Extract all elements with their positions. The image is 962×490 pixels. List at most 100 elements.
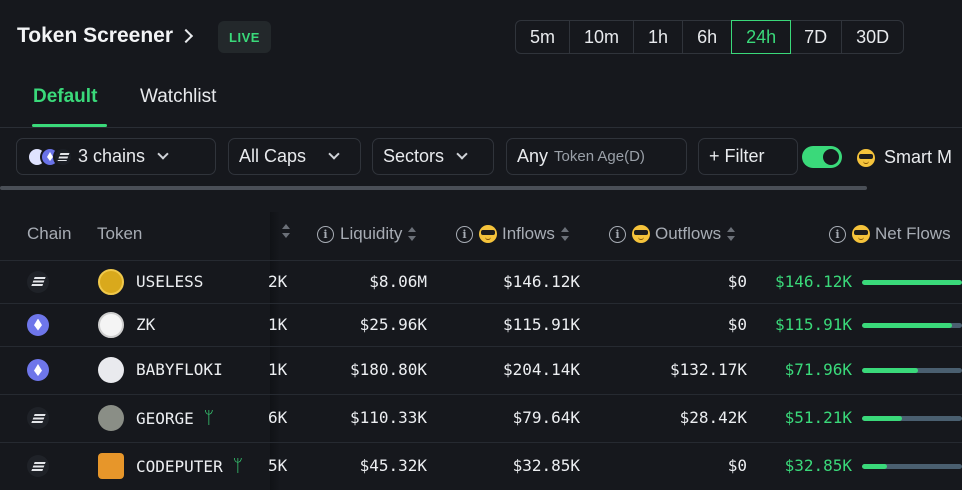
- liquidity-cell: $8.06M: [369, 271, 427, 291]
- smart-money-label: Smart M: [857, 147, 952, 168]
- tab-default[interactable]: Default: [33, 86, 98, 107]
- liquidity-cell: $25.96K: [359, 314, 427, 334]
- truncated-column-cell: 1K: [268, 360, 288, 379]
- column-header-inflows-label: Inflows: [502, 224, 555, 243]
- net-flows-cell: $51.21K: [784, 408, 852, 427]
- info-icon[interactable]: i: [609, 225, 626, 243]
- outflows-cell: $132.17K: [669, 360, 747, 379]
- timeframe-24h[interactable]: 24h: [731, 20, 792, 54]
- frozen-column-shadow: [270, 212, 280, 490]
- column-header-outflows[interactable]: i Outflows: [609, 224, 736, 244]
- inflows-cell: $204.14K: [502, 360, 580, 379]
- timeframe-5m[interactable]: 5m: [516, 21, 571, 53]
- timeframe-7d[interactable]: 7D: [790, 21, 843, 53]
- column-header-partial[interactable]: [276, 224, 290, 238]
- solana-chain-icon: [27, 270, 49, 293]
- token-name-cell[interactable]: BABYFLOKI: [136, 360, 223, 379]
- column-header-inflows[interactable]: i Inflows: [456, 224, 569, 244]
- table-row[interactable]: [0, 260, 962, 303]
- net-flow-bar-fill: [862, 416, 902, 421]
- chevron-down-icon: [456, 148, 468, 160]
- add-filter-label: + Filter: [709, 146, 765, 166]
- smart-money-toggle[interactable]: [802, 146, 842, 168]
- timeframe-10m[interactable]: 10m: [570, 21, 635, 53]
- active-tab-indicator: [32, 124, 107, 127]
- column-header-liquidity[interactable]: i Liquidity: [317, 224, 417, 244]
- sort-icon: [560, 227, 569, 241]
- info-icon[interactable]: i: [456, 225, 473, 243]
- column-header-net-flows[interactable]: i Net Flows: [829, 224, 951, 244]
- timeframe-1h[interactable]: 1h: [634, 21, 684, 53]
- outflows-cell: $28.42K: [679, 408, 747, 427]
- sectors-filter-label: Sectors: [383, 146, 445, 166]
- add-filter-button[interactable]: + Filter: [698, 138, 798, 175]
- column-header-token: Token: [97, 224, 143, 243]
- truncated-column-cell: 6K: [268, 408, 288, 427]
- net-flow-bar-fill: [862, 279, 962, 285]
- info-icon[interactable]: i: [317, 225, 334, 243]
- page-header: Token Screener LIVE 5m 10m 1h 6h 24h 7D 30D: [0, 0, 962, 70]
- caps-filter-dropdown[interactable]: All Caps: [228, 138, 361, 175]
- table-row[interactable]: [0, 442, 962, 490]
- table-row[interactable]: [0, 346, 962, 394]
- sunglasses-emoji-icon: [479, 225, 497, 243]
- liquidity-cell: $45.32K: [359, 456, 427, 475]
- solana-chain-icon: [27, 455, 49, 477]
- net-flow-bar: [862, 279, 962, 285]
- chevron-right-icon: [178, 28, 194, 44]
- table-row[interactable]: [0, 303, 962, 346]
- caps-filter-label: All Caps: [239, 146, 307, 166]
- live-badge: LIVE: [218, 21, 271, 53]
- outflows-cell: $0: [727, 314, 747, 334]
- info-icon[interactable]: i: [829, 225, 846, 243]
- token-age-value: Any: [517, 146, 549, 166]
- token-name-cell[interactable]: ZK: [136, 315, 155, 334]
- toggle-knob: [823, 149, 839, 165]
- timeframe-selector: 5m 10m 1h 6h 24h 7D 30D: [515, 20, 905, 54]
- solana-chain-icon: [53, 146, 73, 167]
- ethereum-chain-icon: [27, 313, 49, 336]
- sunglasses-emoji-icon: [857, 148, 875, 167]
- net-flows-cell: $115.91K: [774, 314, 852, 334]
- token-age-label: Token Age(D): [554, 148, 645, 165]
- token-name-cell[interactable]: USELESS: [136, 272, 203, 291]
- column-header-liquidity-label: Liquidity: [340, 224, 403, 243]
- net-flow-bar-fill: [862, 322, 952, 328]
- truncated-column-cell: 5K: [268, 456, 288, 475]
- timeframe-6h[interactable]: 6h: [683, 21, 733, 53]
- page-title[interactable]: Token Screener: [17, 24, 194, 48]
- inflows-cell: $115.91K: [502, 314, 580, 334]
- filter-bar: 3 chains All Caps Sectors Any Token Age(…: [0, 138, 962, 178]
- chains-filter-dropdown[interactable]: 3 chains: [16, 138, 216, 175]
- sectors-filter-dropdown[interactable]: Sectors: [372, 138, 494, 175]
- net-flow-bar: [862, 368, 962, 373]
- token-symbol: ZK: [136, 314, 156, 334]
- solana-chain-icon: [27, 407, 49, 429]
- useless-logo-icon: [98, 268, 124, 295]
- chevron-down-icon: [328, 148, 340, 160]
- chevron-down-icon: [157, 148, 169, 160]
- smart-money-text: Smart M: [884, 147, 953, 167]
- net-flow-bar: [862, 416, 962, 421]
- token-symbol: GEORGE: [136, 408, 194, 428]
- timeframe-30d[interactable]: 30D: [856, 26, 890, 47]
- liquidity-cell: $110.33K: [349, 408, 427, 427]
- sort-icon: [408, 227, 417, 241]
- babyfloki-logo-icon: [98, 357, 124, 383]
- token-name-cell[interactable]: GEORGE ᛘ: [136, 408, 214, 428]
- view-tabs: Default Watchlist: [0, 70, 962, 128]
- net-flows-cell: $146.12K: [774, 271, 852, 291]
- column-header-outflows-label: Outflows: [655, 224, 722, 243]
- new-token-sprout-icon: ᛘ: [232, 456, 243, 476]
- token-age-filter[interactable]: Any Token Age(D): [506, 138, 687, 175]
- sunglasses-emoji-icon: [852, 225, 870, 243]
- horizontal-scrollbar[interactable]: [0, 186, 867, 190]
- ethereum-chain-icon: [27, 359, 49, 381]
- token-name-cell[interactable]: CODEPUTER ᛘ: [136, 456, 243, 476]
- truncated-column-cell: 1K: [268, 314, 288, 334]
- token-symbol: BABYFLOKI: [136, 360, 223, 379]
- zk-logo-icon: [98, 311, 124, 338]
- table-row[interactable]: [0, 394, 962, 442]
- column-header-net-flows-label: Net Flows: [875, 224, 951, 243]
- tab-watchlist[interactable]: Watchlist: [140, 86, 217, 107]
